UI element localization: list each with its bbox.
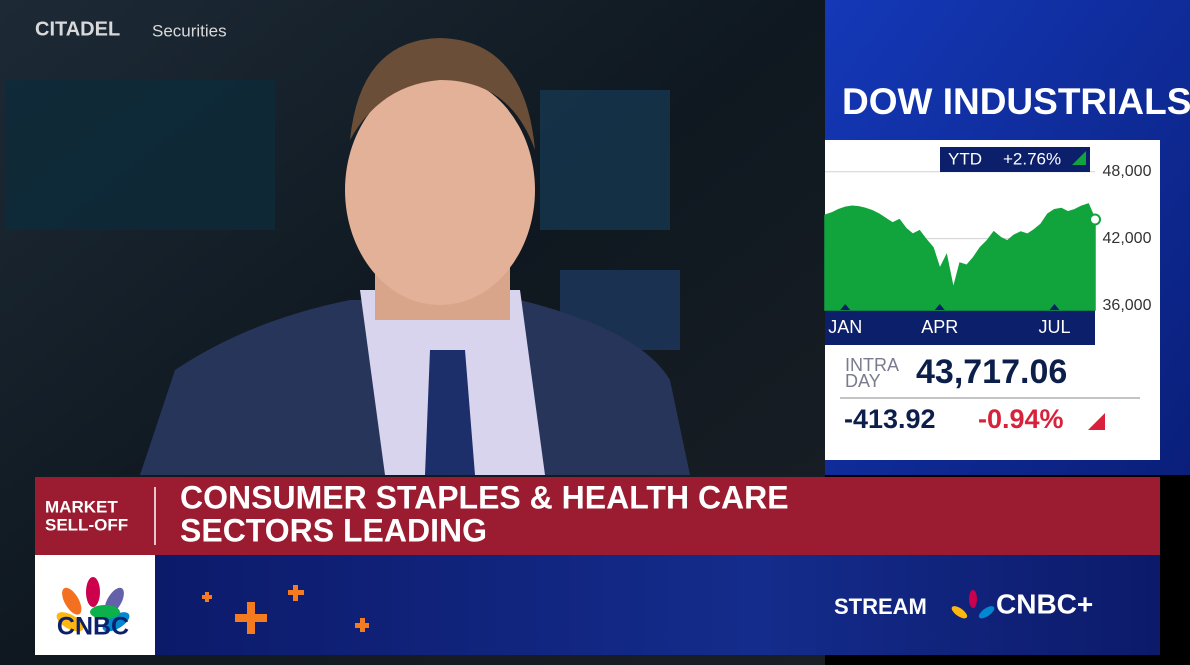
y-tick-label: 42,000 xyxy=(1103,230,1152,247)
area xyxy=(824,203,1096,311)
headline: CONSUMER STAPLES & HEALTH CARE xyxy=(180,479,789,515)
x-tick-label: JUL xyxy=(1038,317,1070,337)
ytd-label: YTD xyxy=(948,149,982,168)
banner xyxy=(35,477,1160,555)
x-tick xyxy=(840,304,851,310)
down-arrow xyxy=(1088,413,1105,430)
screen xyxy=(540,90,670,230)
last-point xyxy=(1089,213,1101,226)
ytd-change: +2.76% xyxy=(1003,149,1061,168)
x-axis-band xyxy=(825,310,1095,345)
sign-text: Securities xyxy=(152,21,227,40)
headline: SECTORS LEADING xyxy=(180,512,487,548)
logo-text: CNBC xyxy=(57,613,129,641)
tie xyxy=(425,350,475,475)
price: 43,717.06 xyxy=(916,353,1067,391)
plot: 36,000 42,000 48,000 JAN APR JUL xyxy=(824,163,1152,337)
brand: CNBC+ xyxy=(996,588,1093,619)
peacock-small xyxy=(951,590,995,619)
face xyxy=(345,75,535,305)
change: -413.92 xyxy=(844,404,936,434)
change-pct: -0.94% xyxy=(978,404,1064,434)
intraday-label: DAY xyxy=(845,371,881,391)
hair xyxy=(350,38,535,150)
decor xyxy=(202,585,369,634)
y-tick-label: 48,000 xyxy=(1103,163,1152,180)
stream-label: STREAM xyxy=(834,594,927,619)
intraday-label: INTRA xyxy=(845,355,899,375)
x-tick xyxy=(934,304,945,310)
ytd-box xyxy=(940,147,1090,172)
sign-text: CITADEL xyxy=(35,18,120,40)
x-tick xyxy=(1049,304,1060,310)
footer-bar xyxy=(155,555,1160,655)
peacock xyxy=(56,577,130,632)
panel-title: DOW INDUSTRIALS xyxy=(842,81,1190,122)
banner-tag: SELL-OFF xyxy=(45,515,128,534)
up-arrow xyxy=(1072,151,1086,165)
banner-tag: MARKET xyxy=(45,497,118,516)
y-tick-label: 36,000 xyxy=(1103,297,1152,314)
x-tick-label: APR xyxy=(921,317,958,337)
x-tick-label: JAN xyxy=(828,317,862,337)
screen xyxy=(5,80,275,230)
